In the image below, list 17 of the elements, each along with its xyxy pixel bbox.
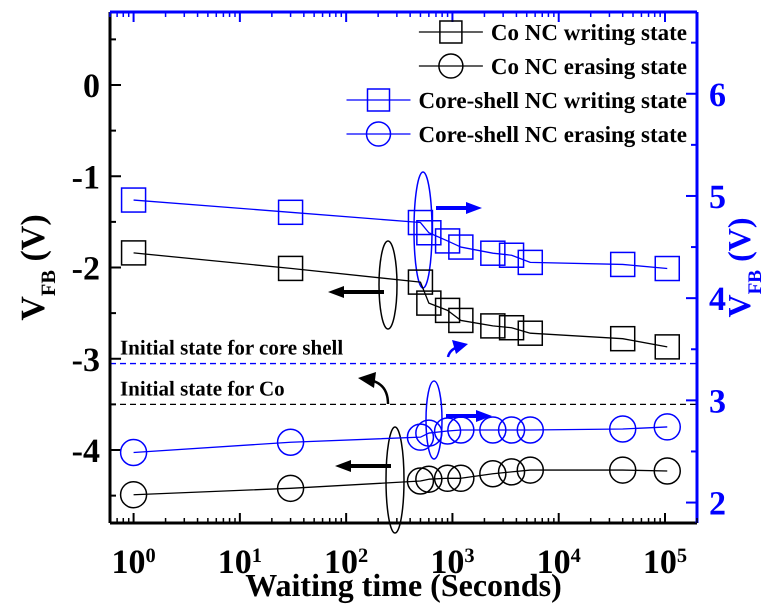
y2-tick-label: 5 bbox=[709, 178, 726, 216]
y-tick-label: -1 bbox=[72, 159, 100, 196]
y2-tick-label: 2 bbox=[709, 486, 726, 523]
legend-label: Core-shell NC writing state bbox=[418, 88, 687, 114]
x-tick-label: 10$^{5}$ bbox=[642, 544, 688, 581]
legend-label: Core-shell NC erasing state bbox=[418, 122, 687, 148]
legend-label: Co NC erasing state bbox=[490, 54, 687, 80]
x-tick-label: 10$^{0}$ bbox=[111, 544, 156, 581]
y-tick-label: -3 bbox=[72, 342, 100, 379]
y-tick-label: -2 bbox=[72, 250, 100, 288]
y-tick-label: -4 bbox=[72, 433, 100, 470]
ref-line-label: Initial state for Co bbox=[120, 376, 285, 400]
y-tick-label: 0 bbox=[83, 68, 100, 105]
ref-line-label: Initial state for core shell bbox=[120, 336, 344, 360]
y2-tick-label: 6 bbox=[709, 76, 726, 114]
y2-tick-label: 3 bbox=[709, 383, 726, 420]
legend-label: Co NC writing state bbox=[490, 20, 687, 46]
